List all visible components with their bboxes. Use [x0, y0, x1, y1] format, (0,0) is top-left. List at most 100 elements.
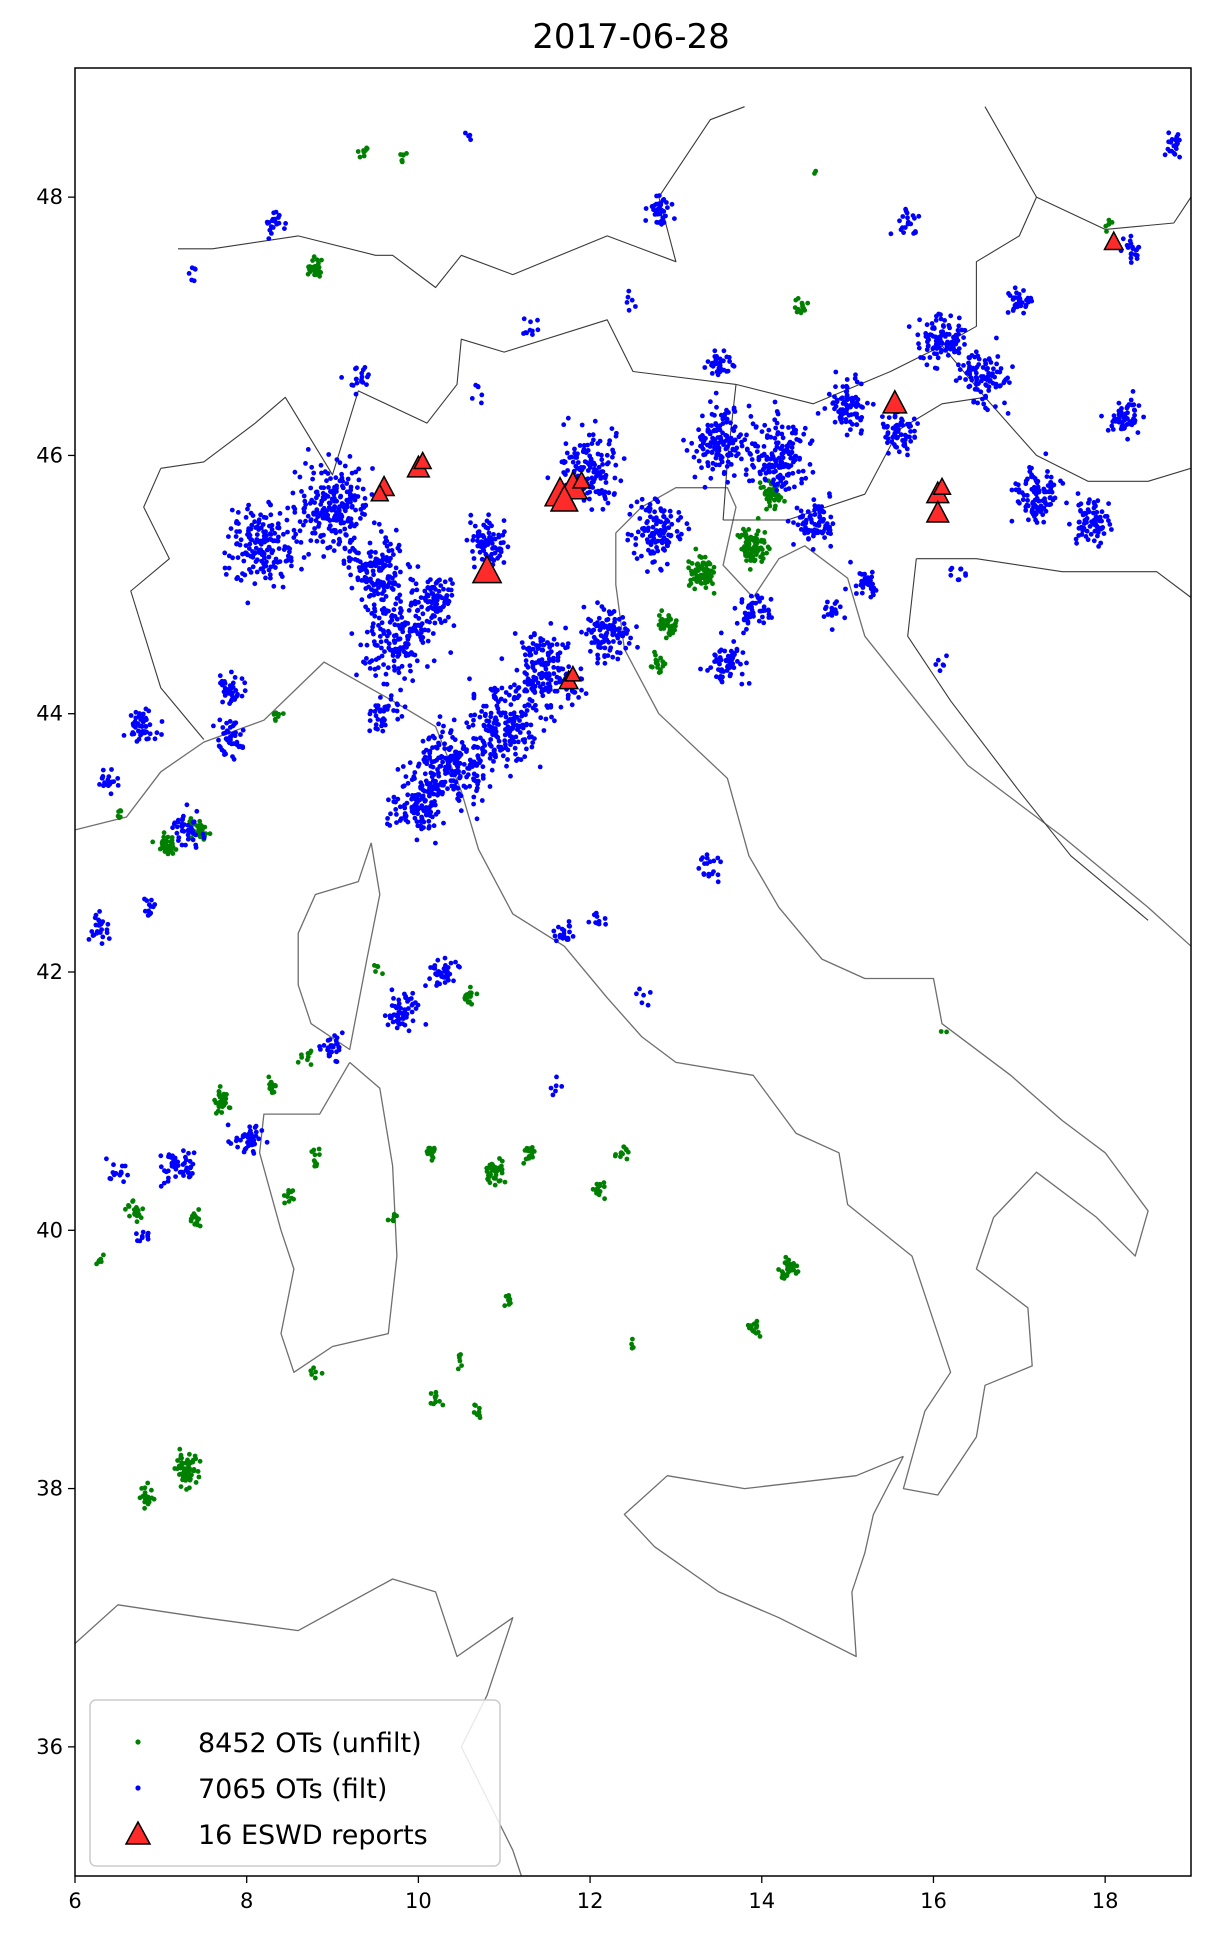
ot-point — [647, 502, 653, 507]
ot-point — [400, 621, 405, 627]
ot-point — [373, 550, 378, 555]
ot-point — [371, 631, 376, 637]
ot-point — [399, 158, 405, 164]
ot-point — [779, 484, 785, 489]
ot-point — [405, 621, 411, 626]
ot-point — [353, 469, 359, 475]
ot-point — [429, 615, 434, 621]
ot-point — [844, 383, 849, 389]
ot-point — [372, 963, 377, 968]
ot-point — [535, 680, 541, 686]
ot-point — [271, 210, 277, 216]
ot-point — [994, 361, 999, 367]
ot-point — [675, 534, 681, 539]
ot-point — [1086, 500, 1091, 506]
ot-point — [268, 564, 274, 570]
ot-point — [134, 1219, 140, 1225]
ot-point — [150, 839, 156, 845]
ot-point — [530, 740, 536, 745]
ot-point — [473, 736, 479, 742]
ot-point — [334, 518, 339, 523]
ot-point — [375, 726, 380, 732]
ot-point — [373, 722, 379, 728]
ot-point — [975, 353, 981, 359]
ot-point — [396, 666, 401, 671]
ot-point — [783, 480, 789, 485]
ot-point — [867, 578, 873, 583]
ot-point — [201, 835, 207, 841]
ot-point — [436, 770, 441, 776]
ot-point — [938, 1029, 944, 1034]
ot-point — [1046, 502, 1052, 508]
ot-point — [329, 489, 335, 495]
map-layer — [75, 106, 1191, 1876]
ot-point — [1076, 502, 1082, 508]
ot-point — [339, 375, 344, 380]
ot-point — [886, 415, 892, 420]
ot-point — [750, 478, 755, 483]
ot-point — [791, 520, 796, 525]
ot-point — [794, 505, 800, 511]
ot-point — [429, 759, 435, 765]
ot-point — [442, 579, 448, 585]
ot-point — [902, 437, 908, 443]
ot-point — [366, 584, 371, 590]
ot-point — [661, 197, 667, 202]
ot-point — [1128, 397, 1134, 403]
ot-point — [602, 653, 607, 658]
ot-point — [705, 429, 711, 434]
ot-point — [634, 556, 640, 561]
ot-point — [643, 206, 649, 211]
ot-point — [618, 1154, 623, 1160]
ot-point — [955, 338, 961, 343]
ot-point — [1032, 476, 1038, 481]
ot-point — [308, 1048, 314, 1054]
ot-point — [906, 324, 912, 329]
ot-point — [530, 641, 536, 646]
ot-point — [1171, 143, 1177, 149]
ot-point — [325, 545, 331, 551]
ot-point — [957, 367, 963, 372]
ot-point — [506, 718, 511, 724]
ot-point — [130, 1198, 136, 1204]
ot-point — [617, 650, 623, 656]
ot-point — [896, 427, 901, 433]
ot-point — [477, 1415, 483, 1421]
ot-point — [805, 300, 811, 306]
ot-point — [451, 623, 457, 629]
ot-point — [770, 454, 776, 459]
ot-point — [995, 354, 1001, 359]
ot-point — [352, 523, 357, 529]
ot-point — [321, 554, 327, 559]
eswd-report-marker — [549, 484, 579, 512]
ot-point — [311, 1158, 317, 1163]
ot-point — [1010, 297, 1016, 302]
ot-point — [658, 655, 663, 661]
ot-point — [699, 465, 704, 471]
ot-point — [414, 837, 420, 843]
ot-point — [301, 522, 306, 528]
ot-point — [782, 498, 787, 504]
ot-point — [399, 714, 405, 719]
ot-point — [402, 676, 407, 681]
ot-point — [273, 565, 278, 570]
ot-point — [367, 666, 373, 671]
ot-point — [249, 522, 255, 528]
ot-point — [268, 512, 274, 518]
ot-point — [238, 537, 244, 543]
ot-point — [718, 859, 723, 865]
ot-point — [121, 1179, 126, 1185]
ot-point — [349, 470, 355, 476]
ot-point — [550, 1092, 556, 1098]
ot-point — [411, 810, 417, 816]
ot-point — [1007, 380, 1012, 385]
ot-point — [1167, 148, 1173, 154]
ot-point — [461, 744, 467, 749]
plot-frame — [74, 67, 1192, 1877]
ot-point — [1109, 527, 1114, 532]
ot-point — [186, 1150, 191, 1156]
ot-point — [848, 427, 853, 432]
ot-point — [282, 226, 287, 232]
ot-point — [522, 703, 528, 709]
ot-point — [360, 503, 366, 508]
